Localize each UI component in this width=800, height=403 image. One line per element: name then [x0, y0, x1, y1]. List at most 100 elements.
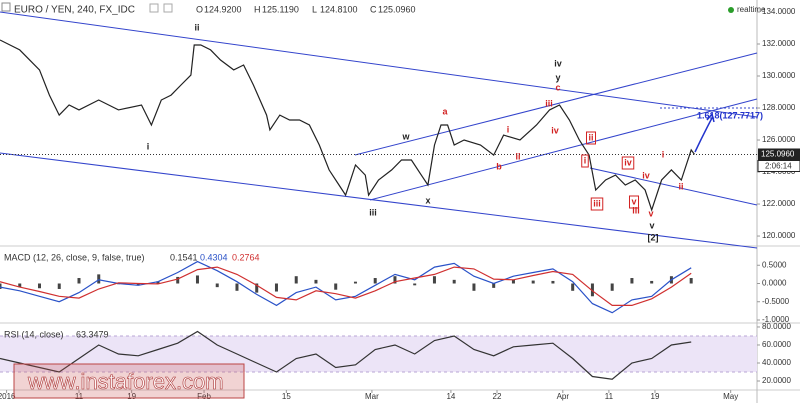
y-tick-label: 130.0000 — [762, 71, 796, 80]
histogram-bar — [610, 283, 614, 291]
indicator-readout: 0.2764 — [232, 252, 260, 262]
last-price-label: 125.0960 — [761, 150, 795, 159]
projection-arrow — [694, 117, 713, 153]
status: realtime — [737, 5, 766, 14]
wave-label-box — [581, 154, 589, 168]
rsi-band — [0, 335, 757, 372]
wave-label: i — [584, 155, 587, 165]
y-tick-label: 132.0000 — [762, 39, 796, 48]
close-icon[interactable] — [163, 3, 173, 13]
histogram-bar — [571, 283, 575, 291]
x-tick-label: 11 — [605, 392, 614, 401]
indicator-title: RSI (14, close) — [4, 329, 64, 339]
histogram-bar — [136, 283, 140, 286]
collapse-icon[interactable] — [1, 2, 11, 12]
channel-line — [354, 52, 758, 156]
histogram-bar — [531, 280, 535, 284]
wave-label: ii — [194, 22, 199, 32]
histogram-bar — [215, 283, 219, 288]
y-tick-label: -1.0000 — [762, 315, 790, 324]
arrow-head — [706, 112, 715, 123]
histogram-bar — [432, 276, 436, 284]
histogram-bar — [373, 278, 377, 284]
wave-label: v — [649, 220, 654, 230]
settings-icon[interactable] — [149, 3, 159, 13]
histogram-bar — [57, 283, 61, 289]
status-dot — [728, 7, 734, 13]
channel-line — [369, 98, 758, 201]
wave-label: iv — [554, 58, 562, 68]
x-tick-label: 19 — [127, 392, 136, 401]
countdown: 2:06:14 — [765, 162, 792, 171]
x-tick-label: Mar — [365, 392, 379, 401]
wave-label: i — [147, 141, 150, 151]
series-line — [0, 266, 692, 306]
histogram-bar — [630, 278, 634, 284]
series-line — [0, 330, 692, 380]
channel-line — [0, 152, 758, 249]
last-price-tag — [758, 148, 800, 161]
wave-label: iv — [624, 157, 632, 167]
histogram-bar — [452, 279, 456, 284]
wave-label: iv — [551, 125, 559, 135]
countdown-tag — [757, 159, 800, 172]
x-tick-label: Apr — [557, 392, 570, 401]
x-tick-label: 22 — [493, 392, 502, 401]
wave-label: ii — [515, 151, 520, 161]
ohlc-key: L — [312, 4, 317, 14]
y-tick-label: -0.5000 — [762, 297, 790, 306]
y-tick-label: 0.5000 — [762, 260, 787, 269]
histogram-bar — [97, 274, 101, 284]
histogram-bar — [0, 283, 2, 289]
indicator-readout: 0.4304 — [200, 252, 228, 262]
wave-label: ii — [678, 181, 683, 191]
x-tick-label: 2016 — [0, 392, 16, 401]
wave-label: i — [507, 124, 510, 134]
wave-label-box — [621, 156, 635, 170]
histogram-bar — [77, 278, 81, 284]
wave-label: iii — [369, 207, 377, 217]
x-tick-label: 11 — [75, 392, 84, 401]
ohlc-value: 124.8100 — [320, 4, 358, 14]
x-tick-label: Feb — [197, 392, 211, 401]
histogram-bar — [18, 283, 22, 288]
wave-label: iv — [642, 170, 650, 180]
indicator-readout: 0.1541 — [170, 252, 198, 262]
y-tick-label: 40.0000 — [762, 358, 791, 367]
histogram-bar — [334, 283, 338, 290]
ohlc-value: 125.1190 — [262, 4, 299, 14]
wave-label: [2] — [648, 232, 659, 242]
channel-line — [589, 167, 758, 206]
y-tick-label: 122.0000 — [762, 199, 796, 208]
histogram-bar — [511, 279, 515, 284]
wave-label: c — [555, 82, 560, 92]
histogram-bar — [492, 283, 496, 288]
y-tick-label: 60.0000 — [762, 340, 791, 349]
watermark-box — [13, 363, 245, 399]
y-tick-label: 120.0000 — [762, 231, 796, 240]
series-line — [0, 260, 692, 314]
histogram-bar — [393, 276, 397, 284]
indicator-title: MACD (12, 26, close, 9, false, true) — [4, 252, 145, 262]
wave-label: i — [662, 149, 665, 159]
histogram-bar — [413, 283, 417, 286]
channel-line — [0, 11, 758, 118]
x-tick-label: May — [723, 392, 738, 401]
y-tick-label: 80.0000 — [762, 322, 791, 331]
wave-label: a — [442, 106, 448, 116]
indicator-readout: 63.3479 — [76, 329, 109, 339]
wave-label-box — [590, 197, 604, 211]
histogram-bar — [472, 283, 476, 291]
histogram-bar — [590, 283, 594, 297]
wave-label: x — [425, 195, 430, 205]
histogram-bar — [353, 281, 357, 284]
histogram-bar — [195, 275, 199, 284]
wave-label: 1.618(127.7717) — [697, 110, 763, 120]
wave-label: w — [401, 131, 410, 141]
histogram-bar — [551, 280, 555, 284]
histogram-bar — [650, 280, 654, 284]
histogram-bar — [176, 276, 180, 284]
trend-lines — [0, 11, 758, 249]
series-line — [0, 39, 695, 212]
y-tick-label: 134.0000 — [762, 7, 796, 16]
